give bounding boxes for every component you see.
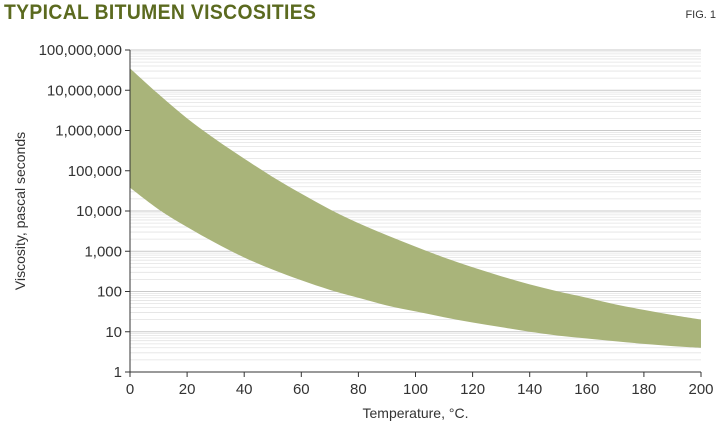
x-tick-label: 20 bbox=[179, 381, 196, 398]
viscosity-band bbox=[130, 68, 701, 348]
x-tick-label: 100 bbox=[403, 381, 428, 398]
y-tick-label: 1,000,000 bbox=[55, 123, 122, 140]
axis-ticks: 0 20 40 60 80 100 120 140 160 180 200 1 10 100 1,000 10… bbox=[39, 42, 714, 398]
x-tick-label: 0 bbox=[126, 381, 134, 398]
x-tick-label: 80 bbox=[350, 381, 367, 398]
x-tick-label: 140 bbox=[517, 381, 542, 398]
y-tick-label: 10,000 bbox=[76, 203, 122, 220]
y-axis-label: Viscosity, pascal seconds bbox=[12, 132, 28, 290]
x-tick-label: 60 bbox=[293, 381, 310, 398]
y-tick-label: 1 bbox=[114, 364, 122, 381]
x-tick-label: 200 bbox=[688, 381, 713, 398]
x-tick-label: 160 bbox=[574, 381, 599, 398]
y-tick-label: 100 bbox=[97, 284, 122, 301]
y-tick-label: 10 bbox=[105, 324, 122, 341]
x-tick-label: 40 bbox=[236, 381, 253, 398]
x-tick-label: 180 bbox=[631, 381, 656, 398]
y-tick-label: 100,000 bbox=[68, 163, 122, 180]
y-tick-label: 100,000,000 bbox=[39, 42, 122, 59]
y-tick-label: 10,000,000 bbox=[47, 82, 122, 99]
x-tick-label: 120 bbox=[460, 381, 485, 398]
y-tick-label: 1,000 bbox=[84, 243, 122, 260]
figure-label: FIG. 1 bbox=[685, 9, 716, 21]
x-axis-label: Temperature, °C. bbox=[363, 405, 469, 421]
chart-title: TYPICAL BITUMEN VISCOSITIES bbox=[4, 1, 317, 24]
